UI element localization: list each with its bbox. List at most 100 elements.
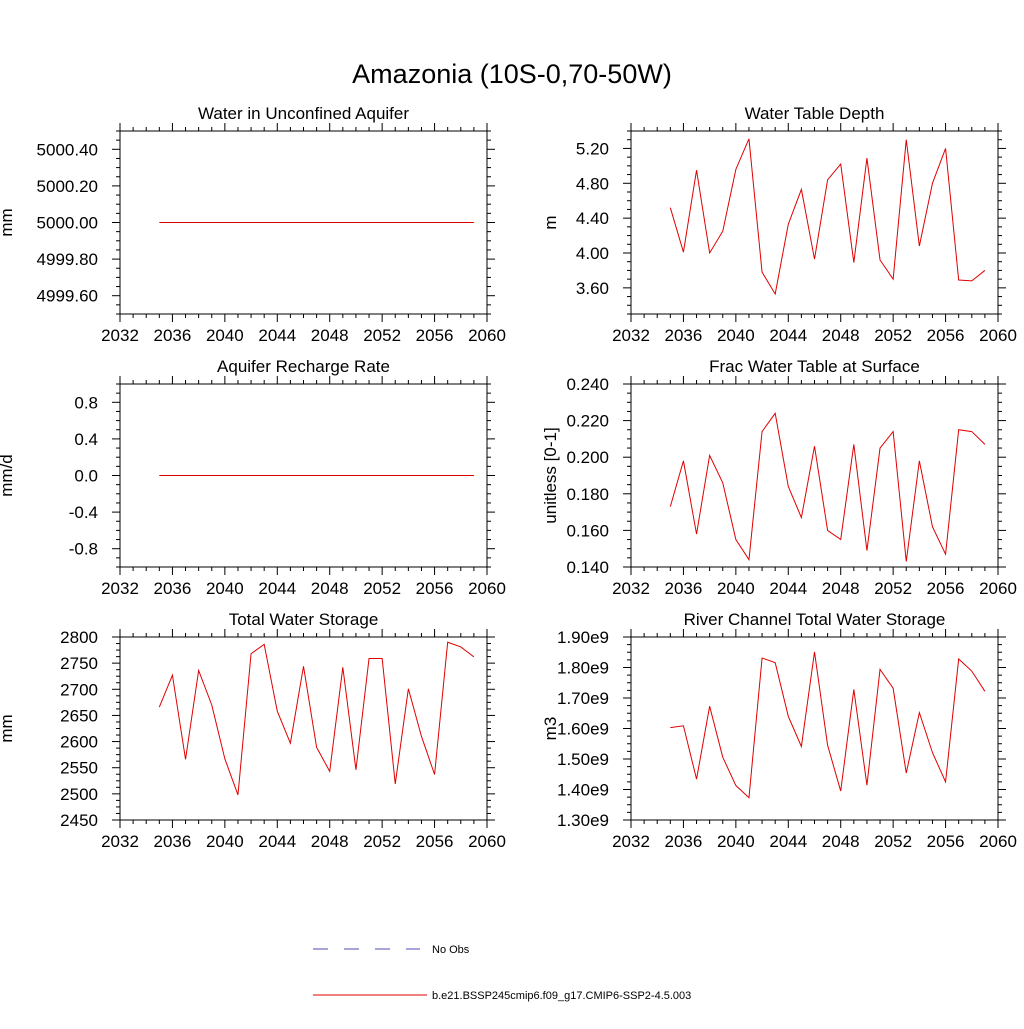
panel-5-x-tick-label-2060: 2060 (468, 832, 506, 851)
panel-5-y-tick-label-5: 2650 (60, 706, 98, 725)
panel-1-x-tick-label-2048: 2048 (311, 326, 349, 345)
panel-5-x-tick-label-2052: 2052 (363, 832, 401, 851)
panel-5-x-tick-label-2044: 2044 (258, 832, 296, 851)
panel-2-x-tick-label-2060: 2060 (979, 326, 1017, 345)
panel-3-y-tick-label-5: 0.8 (74, 393, 98, 412)
panel-4-x-tick-label-2048: 2048 (822, 579, 860, 598)
panel-4-x-tick-label-2036: 2036 (665, 579, 703, 598)
panel-4-x-tick-label-2052: 2052 (874, 579, 912, 598)
panel-4-y-tick-label-6: 0.240 (566, 375, 609, 394)
panel-4-title: Frac Water Table at Surface (709, 357, 920, 376)
panel-1-x-tick-label-2060: 2060 (468, 326, 506, 345)
panel-3-x-tick-label-2032: 2032 (101, 579, 139, 598)
panel-1-y-tick-label-4: 5000.20 (37, 177, 98, 196)
panel-1: Water in Unconfined Aquifer 2032 2036 2040 2… (0, 104, 506, 345)
panel-6-x-tick-label-2040: 2040 (717, 832, 755, 851)
panel-3-x-tick-label-2040: 2040 (206, 579, 244, 598)
panel-6-y-tick-label-3: 1.50e9 (557, 750, 609, 769)
panel-6-x-tick-label-2056: 2056 (927, 832, 965, 851)
panel-4-series-line-1 (669, 412, 986, 562)
panel-1-x-tick-label-2032: 2032 (101, 326, 139, 345)
panel-4-x-tick-label-2056: 2056 (927, 579, 965, 598)
panel-4-y-tick-label-2: 0.160 (566, 521, 609, 540)
panel-2-x-tick-label-2044: 2044 (769, 326, 807, 345)
panel-2-y-tick-label-5: 5.20 (576, 139, 609, 158)
panel-6-x-tick-label-2048: 2048 (822, 832, 860, 851)
panel-4-y-tick-label-5: 0.220 (566, 412, 609, 431)
panel-1-x-tick-label-2056: 2056 (416, 326, 454, 345)
panel-5-y-tick-label-2: 2500 (60, 785, 98, 804)
panel-6-y-tick-label-2: 1.40e9 (557, 781, 609, 800)
panel-6-y-tick-label-4: 1.60e9 (557, 720, 609, 739)
panel-6-y-tick-label-6: 1.80e9 (557, 659, 609, 678)
panel-3-x-tick-label-2052: 2052 (363, 579, 401, 598)
panel-3-x-tick-label-2056: 2056 (416, 579, 454, 598)
panel-2-title: Water Table Depth (745, 104, 885, 123)
panel-6: River Channel Total Water Storage 2032 203… (541, 610, 1017, 851)
legend-label-model-run: b.e21.BSSP245cmip6.f09_g17.CMIP6-SSP2-4.… (432, 990, 691, 1002)
panel-5-x-tick-label-2056: 2056 (416, 832, 454, 851)
panel-3-x-tick-label-2060: 2060 (468, 579, 506, 598)
panel-6-y-tick-label-1: 1.30e9 (557, 811, 609, 830)
panel-3-y-tick-label-4: 0.4 (74, 430, 98, 449)
figure-title: Amazonia (10S-0,70-50W) (352, 59, 672, 89)
panel-4-y-tick-label-4: 0.200 (566, 448, 609, 467)
panel-4-x-tick-label-2044: 2044 (769, 579, 807, 598)
panel-2-x-tick-label-2048: 2048 (822, 326, 860, 345)
panel-6-y-tick-label-7: 1.90e9 (557, 628, 609, 647)
panel-2-y-tick-label-1: 3.60 (576, 279, 609, 298)
panel-5-y-tick-label-6: 2700 (60, 680, 98, 699)
panel-6-title: River Channel Total Water Storage (684, 610, 946, 629)
panel-5-y-tick-label-1: 2450 (60, 811, 98, 830)
panel-5-y-tick-label-4: 2600 (60, 733, 98, 752)
panel-3: Aquifer Recharge Rate 2032 2036 2040 2044 204… (0, 357, 506, 598)
panel-1-x-tick-label-2052: 2052 (363, 326, 401, 345)
panel-5-x-tick-label-2032: 2032 (101, 832, 139, 851)
panel-2-x-tick-label-2036: 2036 (665, 326, 703, 345)
panel-1-x-tick-label-2044: 2044 (258, 326, 296, 345)
panel-2-x-tick-label-2040: 2040 (717, 326, 755, 345)
panel-2-y-tick-label-3: 4.40 (576, 209, 609, 228)
panel-6-x-tick-label-2036: 2036 (665, 832, 703, 851)
panel-3-y-tick-label-1: -0.8 (69, 540, 98, 559)
panel-2: Water Table Depth 2032 2036 2040 2044 2048 205… (541, 104, 1017, 345)
panel-3-y-tick-label-3: 0.0 (74, 467, 98, 486)
panel-5-x-tick-label-2048: 2048 (311, 832, 349, 851)
panel-1-title: Water in Unconfined Aquifer (198, 104, 409, 123)
panel-6-x-tick-label-2052: 2052 (874, 832, 912, 851)
panel-2-series-line-1 (669, 138, 986, 296)
panel-6-x-tick-label-2032: 2032 (612, 832, 650, 851)
panel-5: Total Water Storage 2032 2036 2040 2044 2048 2… (0, 610, 506, 851)
panel-2-x-tick-label-2052: 2052 (874, 326, 912, 345)
panel-5-x-tick-label-2036: 2036 (154, 832, 192, 851)
panels: Water in Unconfined Aquifer 2032 2036 2040 2… (0, 104, 1017, 851)
panel-3-y-axis-label: mm/d (0, 454, 16, 497)
panel-4-x-tick-label-2040: 2040 (717, 579, 755, 598)
panel-5-series-line-1 (158, 641, 475, 796)
panel-1-y-tick-label-1: 4999.60 (37, 287, 98, 306)
panel-4-x-tick-label-2060: 2060 (979, 579, 1017, 598)
panel-6-x-tick-label-2044: 2044 (769, 832, 807, 851)
panel-5-y-tick-label-7: 2750 (60, 654, 98, 673)
panel-4-x-tick-label-2032: 2032 (612, 579, 650, 598)
panel-5-y-tick-label-8: 2800 (60, 628, 98, 647)
panel-1-y-tick-label-2: 4999.80 (37, 250, 98, 269)
panel-4-y-axis-label: unitless [0-1] (541, 427, 560, 523)
panel-6-y-axis-label: m3 (541, 717, 560, 741)
panel-2-y-tick-label-4: 4.80 (576, 174, 609, 193)
panel-2-y-axis-label: m (541, 215, 560, 229)
panel-5-title: Total Water Storage (229, 610, 379, 629)
panel-3-y-tick-label-2: -0.4 (69, 503, 98, 522)
panel-3-title: Aquifer Recharge Rate (217, 357, 390, 376)
panel-6-y-tick-label-5: 1.70e9 (557, 689, 609, 708)
panel-4-y-tick-label-1: 0.140 (566, 558, 609, 577)
legend-label-no-obs: No Obs (432, 944, 470, 956)
panel-3-x-tick-label-2036: 2036 (154, 579, 192, 598)
panel-1-x-tick-label-2040: 2040 (206, 326, 244, 345)
panel-2-x-tick-label-2056: 2056 (927, 326, 965, 345)
panel-1-y-axis-label: mm (0, 208, 16, 236)
panel-4: Frac Water Table at Surface 2032 2036 2040 2… (541, 357, 1017, 598)
panel-3-x-tick-label-2048: 2048 (311, 579, 349, 598)
